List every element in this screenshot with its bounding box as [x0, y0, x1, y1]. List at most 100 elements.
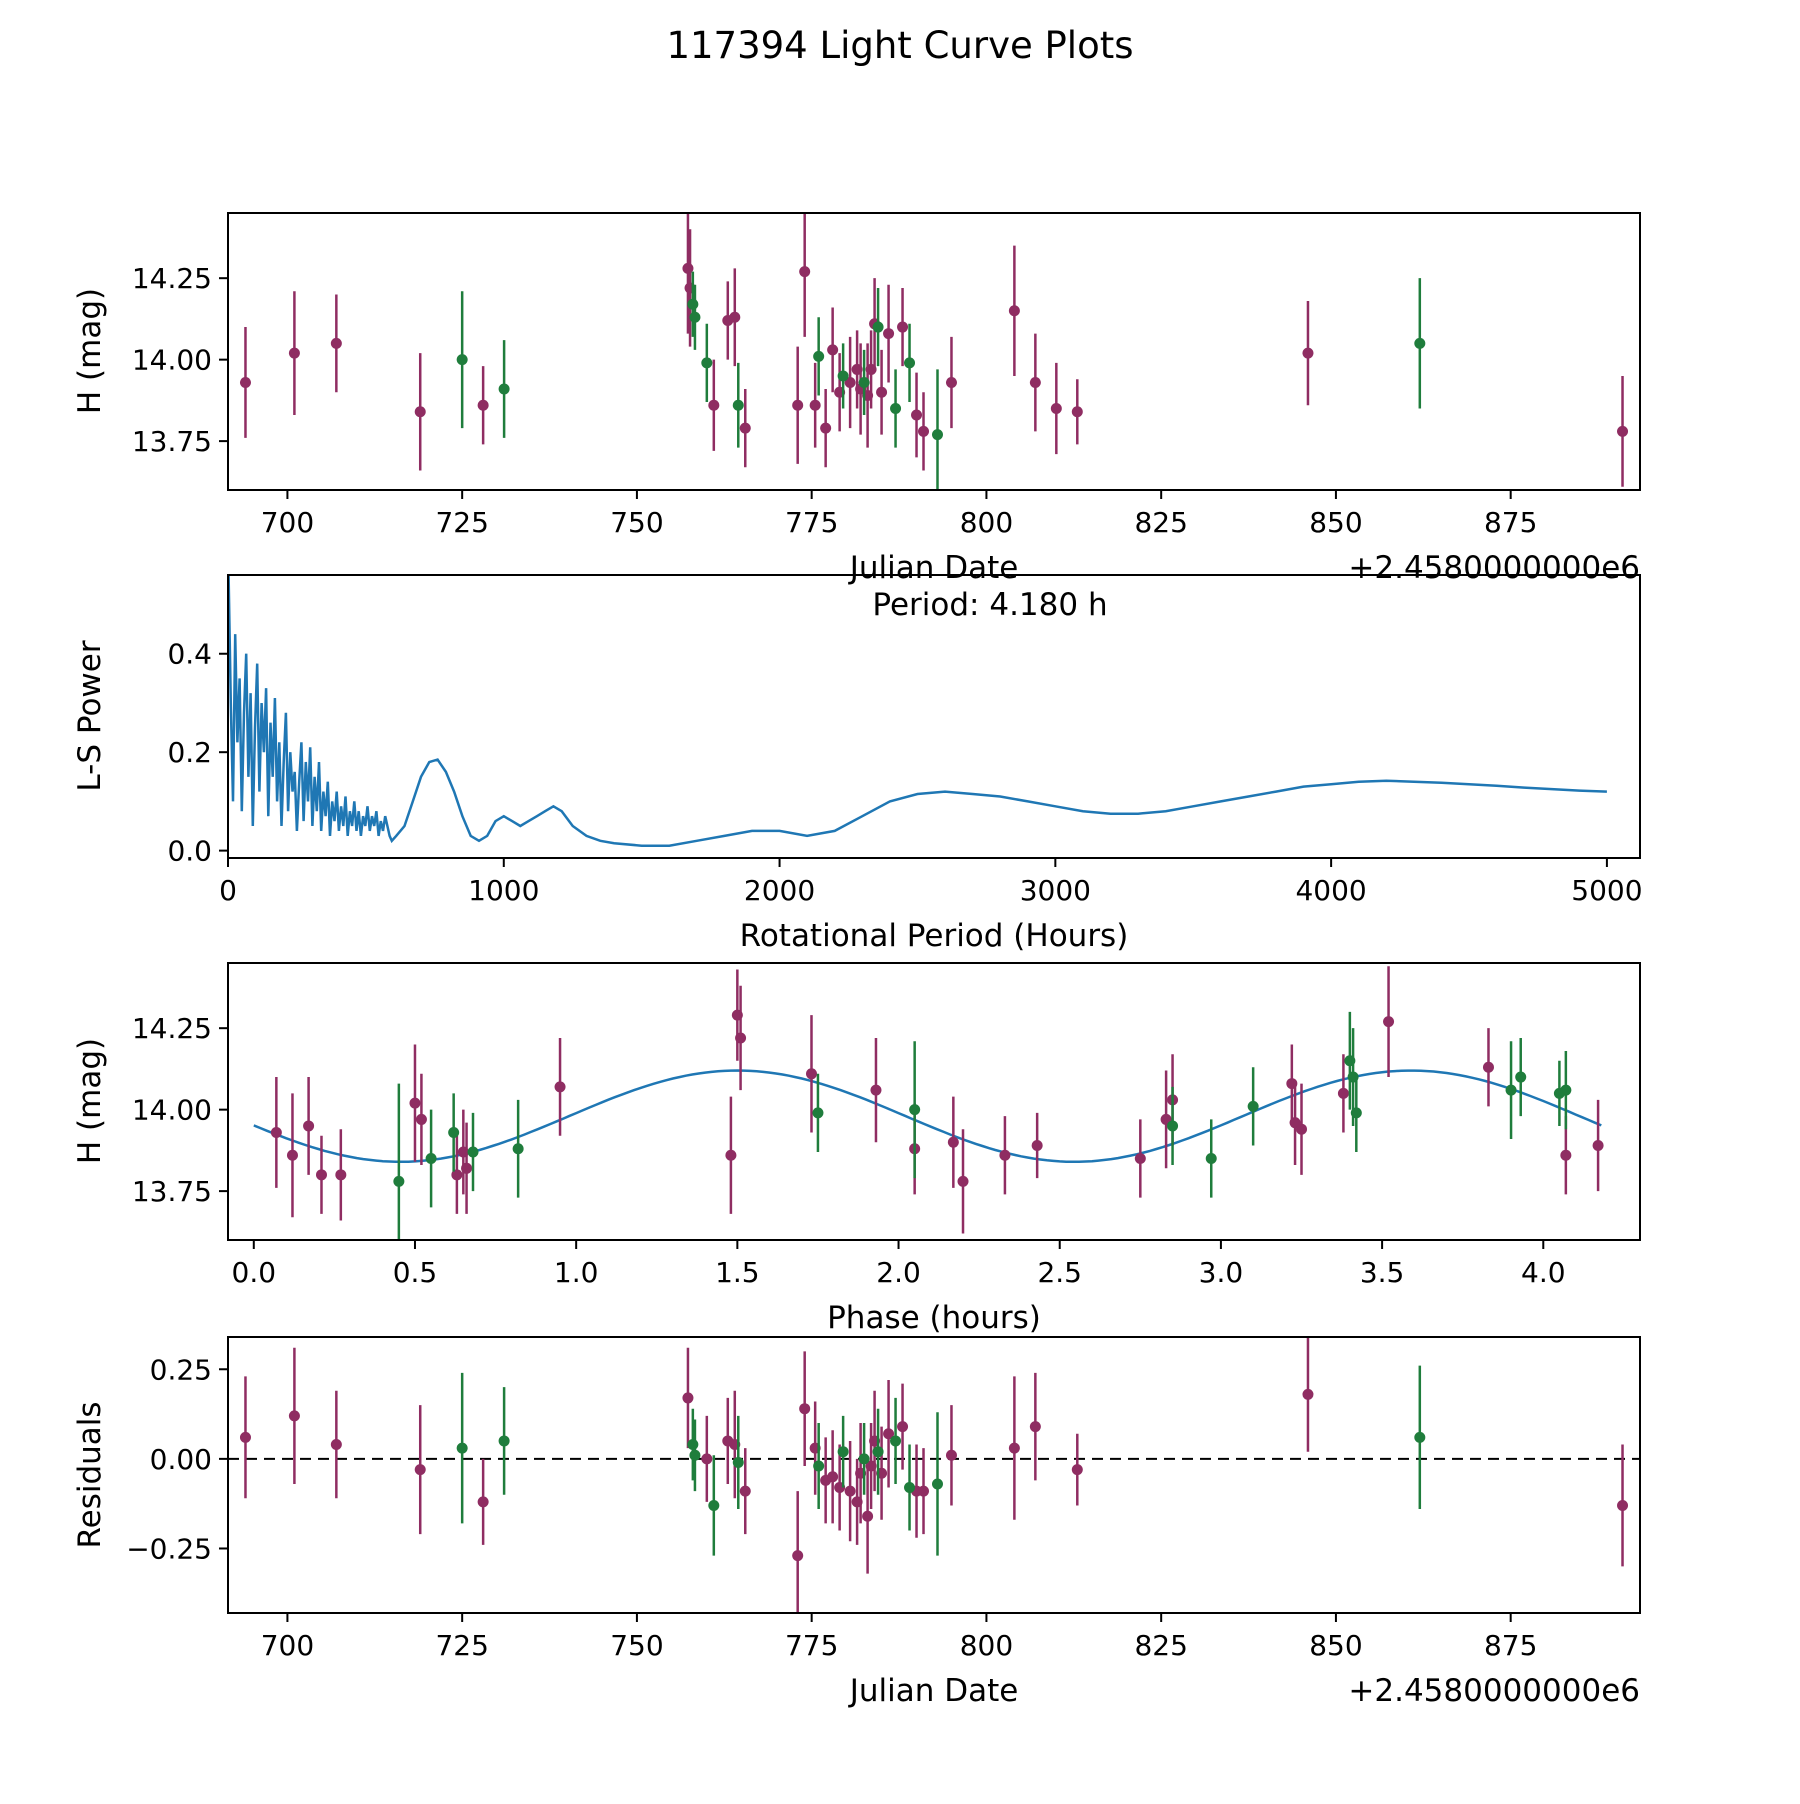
figure-title: 117394 Light Curve Plots	[666, 24, 1133, 67]
data-point	[945, 376, 957, 388]
data-point	[870, 1084, 882, 1096]
y-tick-label: 0.0	[167, 835, 212, 868]
y-tick-label: 0.25	[150, 1353, 212, 1386]
data-point	[512, 1143, 524, 1155]
data-point	[1383, 1016, 1395, 1028]
data-point	[909, 1104, 921, 1116]
series-observations-green	[456, 271, 1426, 490]
data-point	[858, 1453, 870, 1465]
x-tick-label: 0	[219, 874, 237, 907]
y-tick-label: −0.25	[126, 1532, 212, 1565]
panel-periodogram: 0 1000 2000 3000 4000 5000 0.0 0.2 0.4	[167, 574, 1643, 907]
data-point	[945, 1449, 957, 1461]
data-point	[1008, 1442, 1020, 1454]
x-tick-label: 4000	[1295, 874, 1366, 907]
data-point	[858, 376, 870, 388]
series-observations-purple	[239, 213, 1629, 487]
data-point	[1302, 1388, 1314, 1400]
data-point	[1414, 1431, 1426, 1443]
data-point	[799, 266, 811, 278]
data-point	[897, 321, 909, 333]
data-point	[288, 1410, 300, 1422]
y-tick-label: 0.2	[167, 736, 212, 769]
plot-area-periodogram	[228, 575, 1607, 847]
x-tick-label: 850	[1309, 506, 1362, 539]
data-point	[1482, 1061, 1494, 1073]
data-point	[837, 1446, 849, 1458]
x-tick-label: 750	[610, 506, 663, 539]
data-point	[414, 1464, 426, 1476]
data-point	[799, 1403, 811, 1415]
x-tick-label: 5000	[1571, 874, 1642, 907]
series-residuals-green	[456, 1365, 1426, 1556]
data-point	[270, 1126, 282, 1138]
data-point	[1008, 305, 1020, 317]
plot-area-residuals	[228, 1337, 1640, 1613]
data-point	[725, 1149, 737, 1161]
data-point	[425, 1153, 437, 1165]
data-point	[1134, 1153, 1146, 1165]
data-point	[739, 1485, 751, 1497]
data-point	[303, 1120, 315, 1132]
x-tick-label: 775	[785, 506, 838, 539]
x-tick-label: 2.5	[1037, 1256, 1082, 1289]
data-point	[918, 425, 930, 437]
data-point	[918, 1485, 930, 1497]
data-point	[911, 409, 923, 421]
panel-lightcurve: 700 725 750 775 800 825 850 875 13.75 14.00 14.25	[132, 212, 1641, 539]
data-point	[415, 1113, 427, 1125]
x-tick-label: 750	[610, 1629, 663, 1662]
data-point	[498, 1435, 510, 1447]
y-tick-label: 13.75	[132, 1175, 212, 1208]
xaxis-label-lightcurve: Julian Date	[848, 550, 1019, 586]
xaxis-label-phase: Phase (hours)	[827, 1300, 1041, 1336]
data-point	[739, 422, 751, 434]
data-point	[957, 1175, 969, 1187]
x-tick-label: 875	[1484, 1629, 1537, 1662]
x-tick-label: 700	[261, 1629, 314, 1662]
data-point	[862, 1510, 874, 1522]
data-point	[947, 1136, 959, 1148]
axes-frame	[227, 1336, 1641, 1614]
y-tick-label: 14.00	[132, 344, 212, 377]
data-point	[554, 1081, 566, 1093]
data-point	[1029, 376, 1041, 388]
data-point	[689, 311, 701, 323]
data-point	[335, 1169, 347, 1181]
xaxis-label-residuals: Julian Date	[848, 1673, 1019, 1709]
x-tick-label: 775	[785, 1629, 838, 1662]
data-point	[883, 328, 895, 340]
data-point	[792, 399, 804, 411]
xaxis-offset-lightcurve: +2.4580000000e6	[1348, 550, 1640, 586]
x-tick-label: 725	[435, 1629, 488, 1662]
data-point	[456, 1442, 468, 1454]
data-point	[315, 1169, 327, 1181]
data-point	[1560, 1084, 1572, 1096]
data-point	[1296, 1123, 1308, 1135]
data-point	[813, 1460, 825, 1472]
data-point	[844, 1485, 856, 1497]
data-point	[477, 399, 489, 411]
x-tick-label: 0.0	[232, 1256, 277, 1289]
x-tick-label: 3.0	[1199, 1256, 1244, 1289]
data-point	[876, 386, 888, 398]
data-point	[477, 1496, 489, 1508]
data-point	[498, 383, 510, 395]
panels-group: 700 725 750 775 800 825 850 87513.7514.0014.250…	[126, 212, 1643, 1662]
data-point	[330, 1439, 342, 1451]
x-tick-label: 2000	[744, 874, 815, 907]
data-point	[883, 1428, 895, 1440]
period-annotation: Period: 4.180 h	[872, 587, 1107, 623]
periodogram-curve	[228, 575, 1607, 847]
data-point	[409, 1097, 421, 1109]
data-point	[239, 1431, 251, 1443]
data-point	[1031, 1139, 1043, 1151]
data-point	[735, 1032, 747, 1044]
x-tick-label: 1.0	[554, 1256, 599, 1289]
y-tick-label: 14.00	[132, 1094, 212, 1127]
x-tick-label: 800	[960, 1629, 1013, 1662]
data-point	[687, 298, 699, 310]
data-point	[872, 1446, 884, 1458]
data-point	[1617, 425, 1629, 437]
